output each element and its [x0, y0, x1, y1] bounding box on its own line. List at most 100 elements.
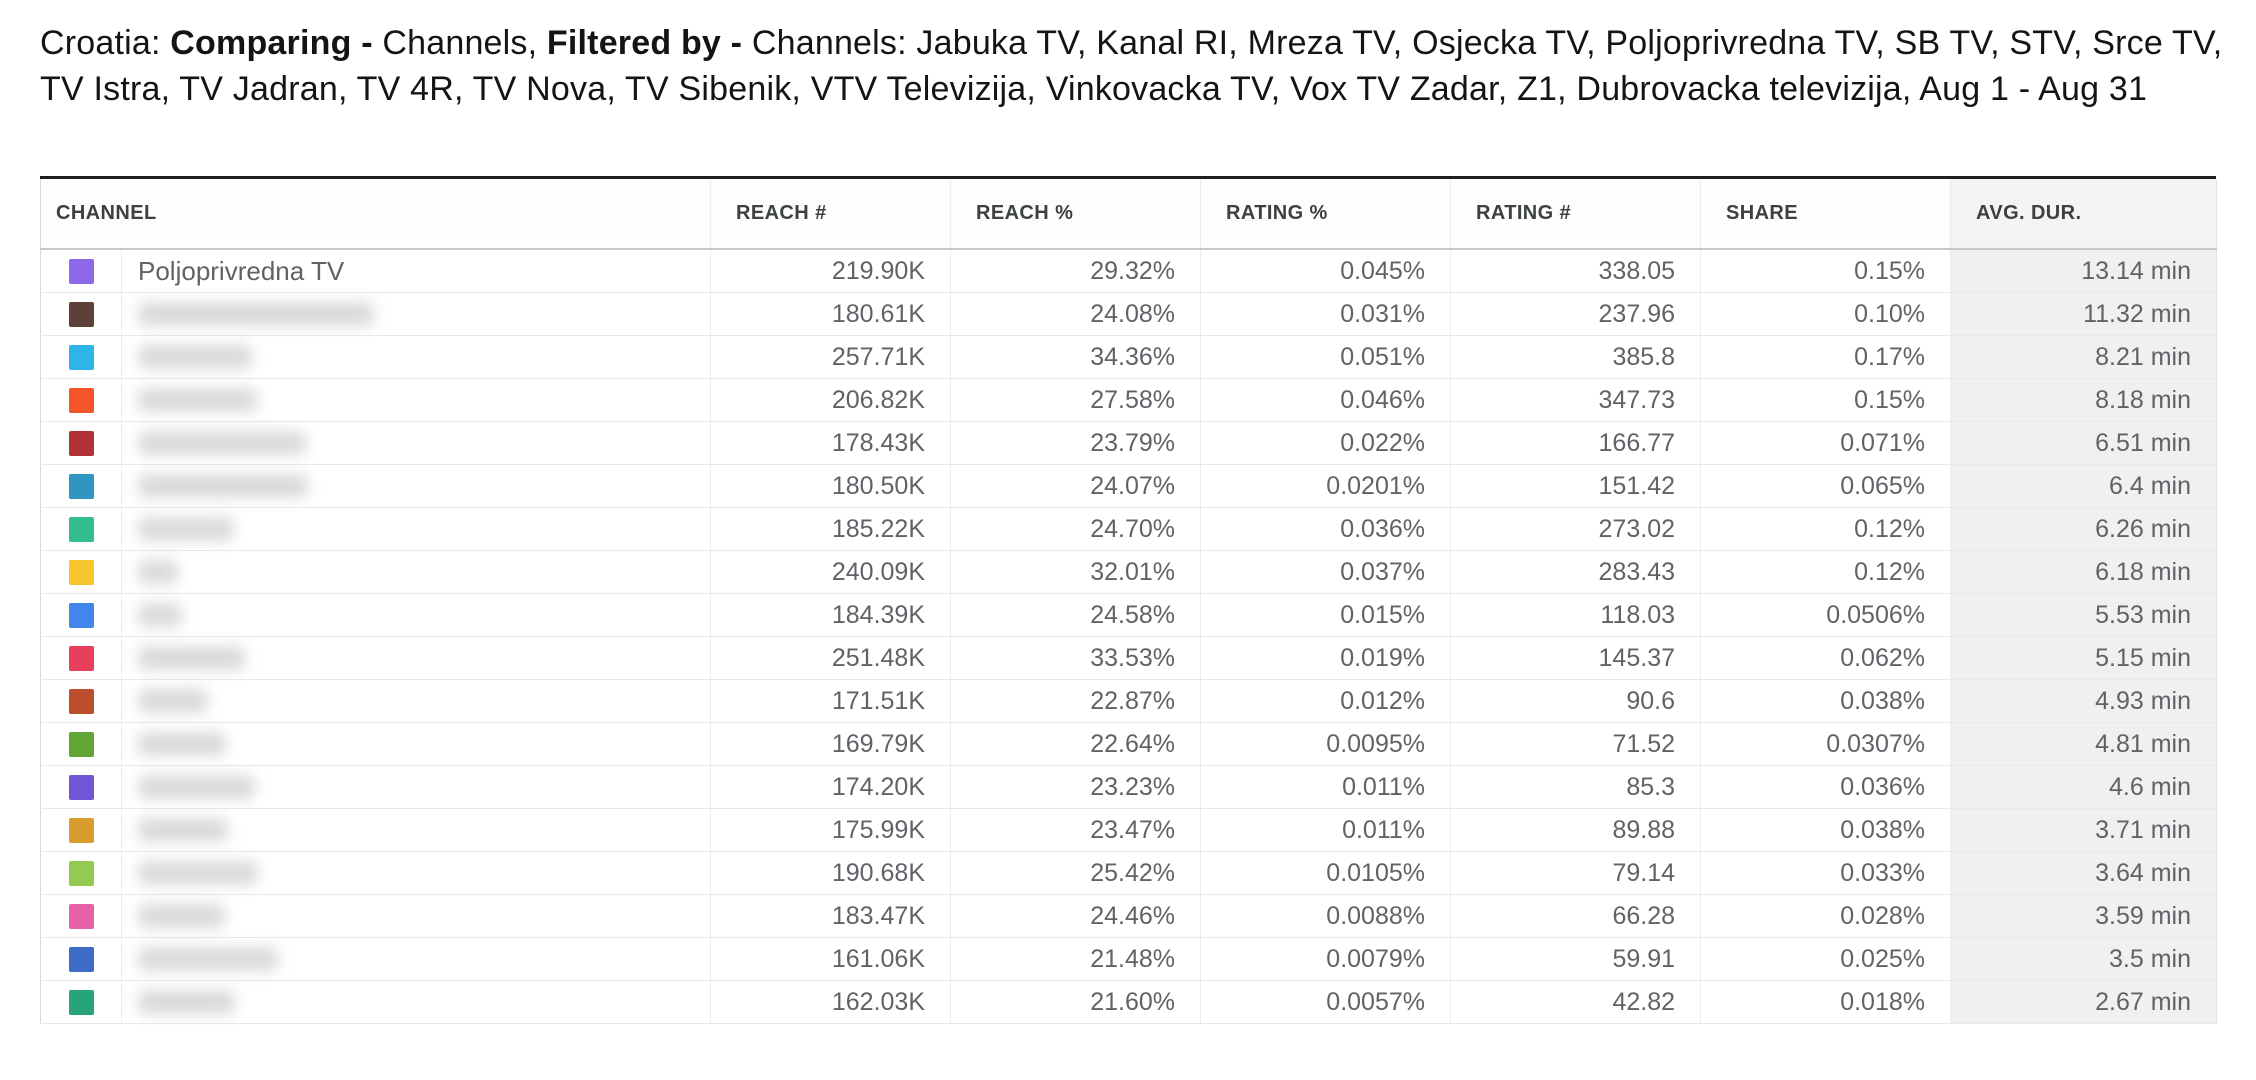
channel-name-redacted	[138, 345, 252, 369]
column-header-rating-count[interactable]: RATING #	[1450, 179, 1701, 250]
channel-name-redacted	[138, 431, 306, 455]
avg-duration-cell: 8.21 min	[1950, 335, 2217, 379]
table-row[interactable]: 206.82K 27.58% 0.046% 347.73 0.15% 8.18 …	[40, 378, 2217, 422]
reach-count-cell: 190.68K	[710, 851, 951, 895]
channel-cell	[40, 550, 711, 594]
column-header-rating-pct[interactable]: RATING %	[1200, 179, 1451, 250]
channel-cell	[40, 292, 711, 336]
channel-color-swatch	[68, 430, 94, 456]
share-cell: 0.0506%	[1700, 593, 1951, 637]
channel-color-swatch	[68, 301, 94, 327]
avg-duration-cell: 13.14 min	[1950, 249, 2217, 293]
channel-cell	[40, 507, 711, 551]
rating-count-cell: 338.05	[1450, 249, 1701, 293]
channel-name-redacted	[138, 689, 208, 713]
table-row[interactable]: 184.39K 24.58% 0.015% 118.03 0.0506% 5.5…	[40, 593, 2217, 637]
channel-color-swatch	[68, 774, 94, 800]
reach-pct-cell: 25.42%	[950, 851, 1201, 895]
reach-count-cell: 219.90K	[710, 249, 951, 293]
channel-cell	[40, 636, 711, 680]
channel-color-cell	[41, 551, 122, 593]
channel-color-swatch	[68, 688, 94, 714]
reach-pct-cell: 23.47%	[950, 808, 1201, 852]
channel-name-redacted	[138, 775, 255, 799]
reach-count-cell: 251.48K	[710, 636, 951, 680]
reach-pct-cell: 23.23%	[950, 765, 1201, 809]
reach-count-cell: 178.43K	[710, 421, 951, 465]
reach-count-cell: 185.22K	[710, 507, 951, 551]
rating-pct-cell: 0.022%	[1200, 421, 1451, 465]
table-row[interactable]: 180.50K 24.07% 0.0201% 151.42 0.065% 6.4…	[40, 464, 2217, 508]
rating-count-cell: 85.3	[1450, 765, 1701, 809]
table-row[interactable]: 174.20K 23.23% 0.011% 85.3 0.036% 4.6 mi…	[40, 765, 2217, 809]
channel-color-cell	[41, 250, 122, 292]
channel-color-swatch	[68, 645, 94, 671]
avg-duration-cell: 4.6 min	[1950, 765, 2217, 809]
channel-cell	[40, 980, 711, 1024]
share-cell: 0.17%	[1700, 335, 1951, 379]
channel-color-cell	[41, 680, 122, 722]
reach-pct-cell: 21.60%	[950, 980, 1201, 1024]
avg-duration-cell: 3.59 min	[1950, 894, 2217, 938]
channel-color-swatch	[68, 387, 94, 413]
page-title: Croatia: Comparing - Channels, Filtered …	[40, 20, 2225, 112]
share-cell: 0.038%	[1700, 808, 1951, 852]
avg-duration-cell: 6.51 min	[1950, 421, 2217, 465]
table-row[interactable]: 175.99K 23.47% 0.011% 89.88 0.038% 3.71 …	[40, 808, 2217, 852]
rating-pct-cell: 0.0105%	[1200, 851, 1451, 895]
channel-color-cell	[41, 508, 122, 550]
reach-pct-cell: 24.07%	[950, 464, 1201, 508]
table-row[interactable]: 178.43K 23.79% 0.022% 166.77 0.071% 6.51…	[40, 421, 2217, 465]
reach-count-cell: 180.61K	[710, 292, 951, 336]
channel-color-swatch	[68, 860, 94, 886]
share-cell: 0.038%	[1700, 679, 1951, 723]
column-header-reach-pct[interactable]: REACH %	[950, 179, 1201, 250]
rating-count-cell: 166.77	[1450, 421, 1701, 465]
share-cell: 0.0307%	[1700, 722, 1951, 766]
channel-color-cell	[41, 766, 122, 808]
share-cell: 0.10%	[1700, 292, 1951, 336]
table-row[interactable]: 161.06K 21.48% 0.0079% 59.91 0.025% 3.5 …	[40, 937, 2217, 981]
table-row[interactable]: 185.22K 24.70% 0.036% 273.02 0.12% 6.26 …	[40, 507, 2217, 551]
reach-count-cell: 169.79K	[710, 722, 951, 766]
channel-color-swatch	[68, 731, 94, 757]
reach-pct-cell: 23.79%	[950, 421, 1201, 465]
rating-count-cell: 118.03	[1450, 593, 1701, 637]
reach-count-cell: 162.03K	[710, 980, 951, 1024]
reach-pct-cell: 24.70%	[950, 507, 1201, 551]
reach-count-cell: 240.09K	[710, 550, 951, 594]
channel-color-cell	[41, 723, 122, 765]
table-row[interactable]: 171.51K 22.87% 0.012% 90.6 0.038% 4.93 m…	[40, 679, 2217, 723]
table-row[interactable]: 240.09K 32.01% 0.037% 283.43 0.12% 6.18 …	[40, 550, 2217, 594]
rating-pct-cell: 0.0079%	[1200, 937, 1451, 981]
channel-cell	[40, 378, 711, 422]
channel-name: Poljoprivredna TV	[138, 255, 345, 286]
column-header-channel[interactable]: CHANNEL	[40, 179, 711, 250]
share-cell: 0.025%	[1700, 937, 1951, 981]
table-row[interactable]: Poljoprivredna TV 219.90K 29.32% 0.045% …	[40, 249, 2217, 293]
reach-count-cell: 161.06K	[710, 937, 951, 981]
column-header-avg-dur[interactable]: AVG. DUR.	[1950, 179, 2217, 250]
table-row[interactable]: 169.79K 22.64% 0.0095% 71.52 0.0307% 4.8…	[40, 722, 2217, 766]
column-header-share[interactable]: SHARE	[1700, 179, 1951, 250]
reach-pct-cell: 27.58%	[950, 378, 1201, 422]
table-row[interactable]: 257.71K 34.36% 0.051% 385.8 0.17% 8.21 m…	[40, 335, 2217, 379]
rating-count-cell: 283.43	[1450, 550, 1701, 594]
rating-pct-cell: 0.011%	[1200, 765, 1451, 809]
table-row[interactable]: 190.68K 25.42% 0.0105% 79.14 0.033% 3.64…	[40, 851, 2217, 895]
column-header-reach-count[interactable]: REACH #	[710, 179, 951, 250]
channel-color-swatch	[68, 559, 94, 585]
avg-duration-cell: 8.18 min	[1950, 378, 2217, 422]
table-row[interactable]: 162.03K 21.60% 0.0057% 42.82 0.018% 2.67…	[40, 980, 2217, 1024]
table-body: Poljoprivredna TV 219.90K 29.32% 0.045% …	[40, 249, 2217, 1024]
title-region: Croatia:	[40, 24, 171, 62]
table-row[interactable]: 180.61K 24.08% 0.031% 237.96 0.10% 11.32…	[40, 292, 2217, 336]
channel-cell	[40, 937, 711, 981]
channel-cell	[40, 679, 711, 723]
avg-duration-cell: 4.93 min	[1950, 679, 2217, 723]
table-row[interactable]: 251.48K 33.53% 0.019% 145.37 0.062% 5.15…	[40, 636, 2217, 680]
rating-pct-cell: 0.037%	[1200, 550, 1451, 594]
table-row[interactable]: 183.47K 24.46% 0.0088% 66.28 0.028% 3.59…	[40, 894, 2217, 938]
rating-count-cell: 273.02	[1450, 507, 1701, 551]
rating-pct-cell: 0.011%	[1200, 808, 1451, 852]
